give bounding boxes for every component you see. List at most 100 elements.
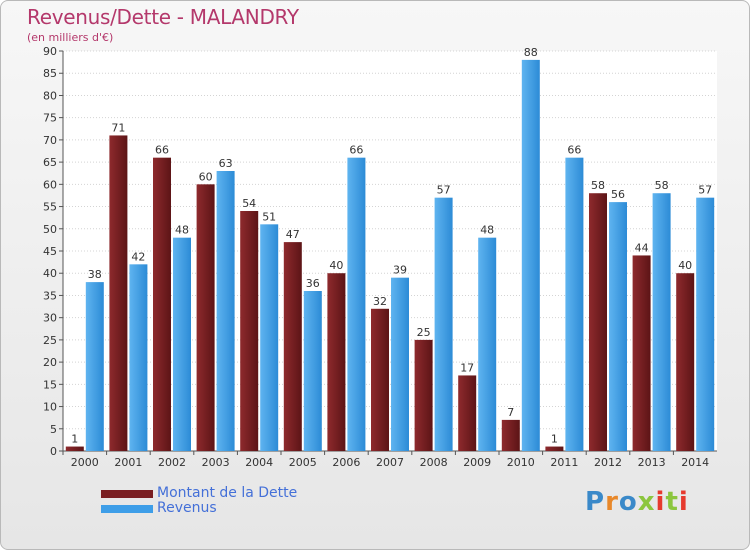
x-tick-label: 2002 — [158, 456, 186, 469]
bar-revenus — [85, 282, 104, 451]
bar-dette — [327, 273, 346, 451]
y-tick-label: 75 — [43, 112, 57, 125]
chart-subtitle: (en milliers d'€) — [27, 31, 114, 44]
y-tick-label: 90 — [43, 45, 57, 58]
data-label-revenus: 48 — [480, 224, 494, 237]
data-label-dette: 47 — [286, 228, 300, 241]
x-tick-label: 2014 — [681, 456, 709, 469]
bar-revenus — [260, 224, 279, 451]
x-tick-label: 2012 — [594, 456, 622, 469]
data-label-revenus: 56 — [611, 188, 625, 201]
bar-dette — [589, 193, 607, 451]
data-label-dette: 40 — [678, 259, 692, 272]
y-tick-label: 80 — [43, 89, 57, 102]
bar-revenus — [434, 197, 453, 451]
bar-dette — [240, 211, 259, 451]
y-tick-label: 70 — [43, 134, 57, 147]
y-tick-label: 85 — [43, 67, 57, 80]
bar-dette — [153, 157, 171, 451]
bar-dette — [283, 242, 302, 451]
y-tick-label: 30 — [43, 312, 57, 325]
data-label-revenus: 57 — [437, 184, 451, 197]
bar-revenus — [129, 264, 148, 451]
data-label-revenus: 66 — [349, 144, 363, 157]
bar-revenus — [303, 291, 322, 451]
data-label-dette: 66 — [155, 144, 169, 157]
brand-logo: Proxiti — [585, 487, 689, 517]
data-label-dette: 71 — [111, 121, 125, 134]
bar-dette — [414, 339, 433, 451]
x-tick-label: 2003 — [202, 456, 230, 469]
x-tick-label: 2000 — [71, 456, 99, 469]
x-tick-label: 2008 — [420, 456, 448, 469]
x-tick-label: 2013 — [638, 456, 666, 469]
data-label-dette: 60 — [199, 170, 213, 183]
data-label-dette: 17 — [460, 361, 474, 374]
data-label-dette: 1 — [71, 433, 78, 446]
data-label-revenus: 42 — [131, 250, 145, 263]
bar-dette — [371, 308, 389, 451]
legend-swatch-revenus — [101, 505, 153, 513]
bar-revenus — [173, 237, 191, 451]
bar-dette — [632, 255, 651, 451]
data-label-revenus: 58 — [655, 179, 669, 192]
bar-revenus — [216, 171, 235, 451]
data-label-dette: 58 — [591, 179, 605, 192]
bar-revenus — [347, 157, 366, 451]
bar-revenus — [478, 237, 497, 451]
data-label-dette: 25 — [417, 326, 431, 339]
bar-dette — [545, 446, 564, 451]
data-label-dette: 40 — [329, 259, 343, 272]
legend-swatch-dette — [101, 490, 153, 498]
bar-dette — [458, 375, 477, 451]
data-label-revenus: 63 — [219, 157, 233, 170]
data-label-revenus: 66 — [567, 144, 581, 157]
data-label-revenus: 51 — [262, 210, 276, 223]
data-label-dette: 1 — [551, 433, 558, 446]
data-label-revenus: 88 — [524, 46, 538, 59]
y-tick-label: 15 — [43, 378, 57, 391]
x-tick-label: 2011 — [550, 456, 578, 469]
legend-label-dette: Montant de la Dette — [157, 485, 298, 501]
x-tick-label: 2004 — [245, 456, 273, 469]
data-label-dette: 54 — [242, 197, 256, 210]
x-tick-label: 2009 — [463, 456, 491, 469]
data-label-dette: 7 — [507, 406, 514, 419]
bar-dette — [501, 419, 520, 451]
data-label-dette: 44 — [635, 241, 649, 254]
y-tick-label: 65 — [43, 156, 57, 169]
data-label-revenus: 57 — [698, 184, 712, 197]
y-tick-label: 55 — [43, 201, 57, 214]
x-tick-label: 2001 — [114, 456, 142, 469]
bar-dette — [109, 135, 128, 451]
chart-title: Revenus/Dette - MALANDRY — [27, 5, 299, 29]
data-label-revenus: 36 — [306, 277, 320, 290]
y-tick-label: 10 — [43, 401, 57, 414]
bar-revenus — [609, 202, 627, 451]
x-tick-label: 2006 — [332, 456, 360, 469]
data-label-revenus: 39 — [393, 264, 407, 277]
y-tick-label: 5 — [50, 423, 57, 436]
y-tick-label: 0 — [50, 445, 57, 458]
x-tick-label: 2005 — [289, 456, 317, 469]
bar-revenus — [652, 193, 671, 451]
y-tick-label: 35 — [43, 289, 57, 302]
data-label-dette: 32 — [373, 295, 387, 308]
x-tick-label: 2007 — [376, 456, 404, 469]
y-tick-label: 45 — [43, 245, 57, 258]
bar-dette — [65, 446, 84, 451]
data-label-revenus: 48 — [175, 224, 189, 237]
y-tick-label: 20 — [43, 356, 57, 369]
bar-revenus — [565, 157, 584, 451]
y-tick-label: 40 — [43, 267, 57, 280]
x-tick-label: 2010 — [507, 456, 535, 469]
data-label-revenus: 38 — [88, 268, 102, 281]
bar-revenus — [391, 277, 409, 451]
bar-dette — [196, 184, 215, 452]
bar-dette — [676, 273, 695, 451]
bar-revenus — [696, 197, 715, 451]
y-tick-label: 25 — [43, 334, 57, 347]
legend-label-revenus: Revenus — [157, 500, 217, 516]
